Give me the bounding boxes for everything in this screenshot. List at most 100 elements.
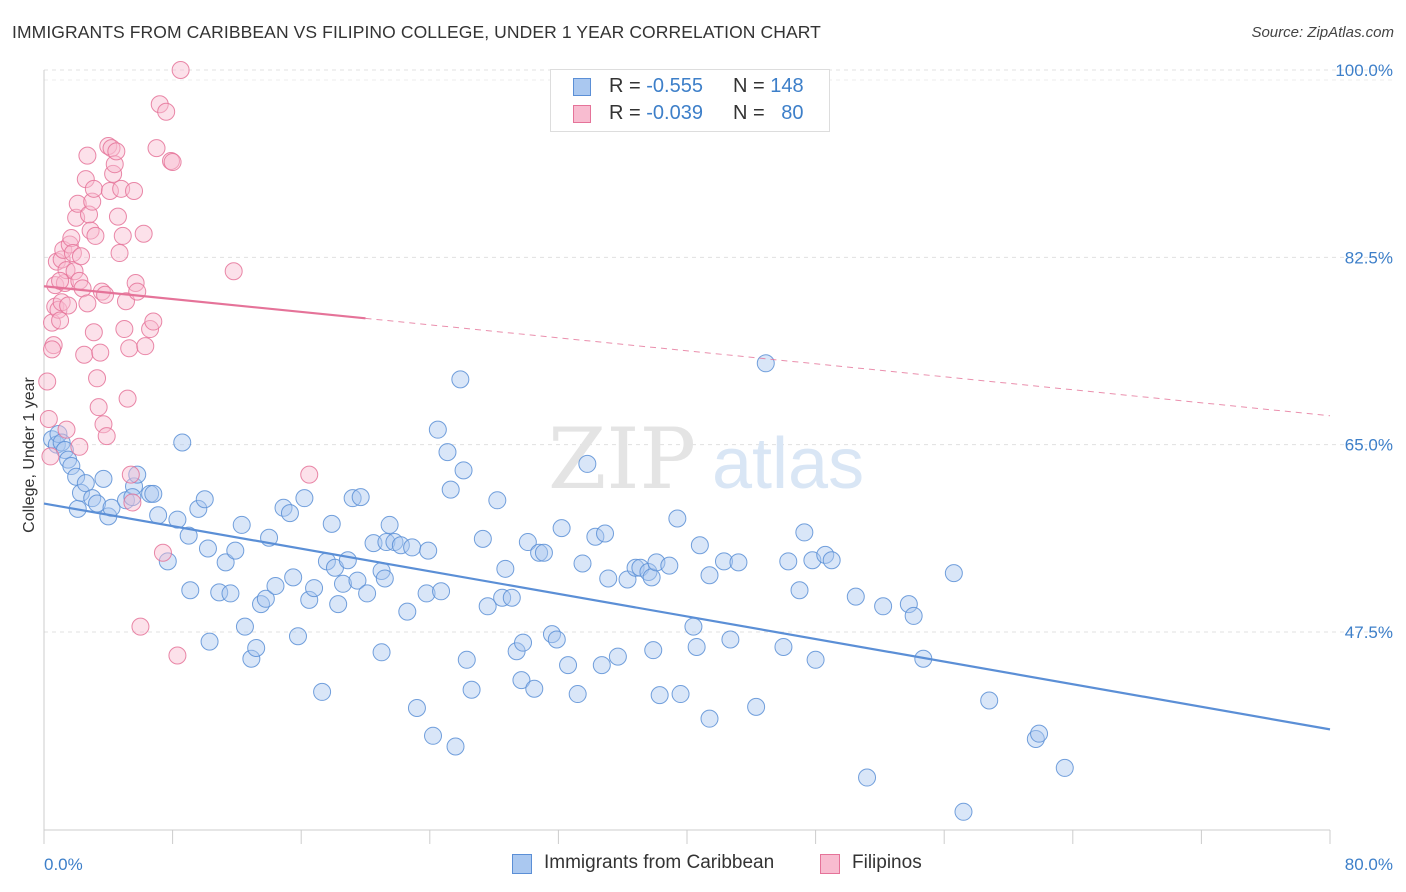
caribbean-point: [313, 682, 332, 701]
filipino-point: [57, 420, 76, 439]
filipino-point: [100, 181, 119, 200]
filipino-point: [89, 398, 108, 417]
filipino-point: [51, 311, 70, 330]
caribbean-point: [608, 647, 627, 666]
filipino-point: [110, 244, 129, 263]
caribbean-point: [454, 461, 473, 480]
source-label: Source: ZipAtlas.com: [1251, 24, 1394, 41]
caribbean-point: [232, 515, 251, 534]
caribbean-point: [252, 595, 271, 614]
filipino-point: [144, 312, 163, 331]
caribbean-point: [419, 541, 438, 560]
caribbean-point: [756, 354, 775, 373]
caribbean-point: [348, 571, 367, 590]
caribbean-point: [578, 454, 597, 473]
filipino-point: [38, 372, 57, 391]
caribbean-point: [288, 627, 307, 646]
caribbean-point: [592, 656, 611, 675]
filipino-point: [65, 262, 84, 281]
caribbean-point: [488, 491, 507, 510]
watermark-zip: ZIP: [548, 410, 696, 508]
caribbean-point: [904, 606, 923, 625]
caribbean-point: [660, 556, 679, 575]
caribbean-point: [446, 737, 465, 756]
legend-label-caribbean: Immigrants from Caribbean: [544, 852, 775, 873]
filipino-point: [123, 493, 142, 512]
caribbean-point: [599, 569, 618, 588]
caribbean-point: [372, 643, 391, 662]
caribbean-point: [496, 559, 515, 578]
caribbean-point: [806, 650, 825, 669]
caribbean-point: [1030, 724, 1049, 743]
filipino-point: [153, 543, 172, 562]
filipino-point: [78, 146, 97, 165]
caribbean-point: [76, 474, 95, 493]
filipino-point: [115, 320, 134, 339]
filipino-point: [59, 296, 78, 315]
filipino-point: [39, 409, 58, 428]
caribbean-point: [144, 484, 163, 503]
caribbean-point: [502, 588, 521, 607]
filipino-point: [70, 437, 89, 456]
x-tick-label: 80.0%: [1345, 855, 1393, 874]
caribbean-point: [380, 515, 399, 534]
y-tick-label: 65.0%: [1345, 436, 1393, 455]
caribbean-point: [247, 639, 266, 658]
caribbean-point: [149, 506, 168, 525]
filipino-point: [300, 465, 319, 484]
filipino-point: [84, 179, 103, 198]
caribbean-point: [700, 566, 719, 585]
caribbean-point: [417, 584, 436, 603]
caribbean-point: [858, 768, 877, 787]
caribbean-point: [547, 630, 566, 649]
filipino-point: [71, 247, 90, 266]
caribbean-point: [568, 685, 587, 704]
caribbean-point: [280, 504, 299, 523]
caribbean-point: [530, 543, 549, 562]
y-tick-label: 100.0%: [1335, 61, 1393, 80]
caribbean-point: [94, 469, 113, 488]
caribbean-point: [364, 534, 383, 553]
caribbean-point: [534, 543, 553, 562]
caribbean-point: [226, 541, 245, 560]
filipino-point: [51, 271, 70, 290]
filipino-point: [157, 102, 176, 121]
filipino-trend-line: [43, 285, 366, 320]
chart-title: IMMIGRANTS FROM CARIBBEAN VS FILIPINO CO…: [12, 22, 821, 42]
filipino-point: [73, 279, 92, 298]
caribbean-point: [181, 581, 200, 600]
filipino-point: [131, 617, 150, 636]
filipino-point: [88, 369, 107, 388]
filipino-point: [163, 153, 182, 172]
caribbean-point: [1026, 730, 1045, 749]
filipino-point: [75, 345, 94, 364]
watermark-atlas: atlas: [712, 424, 864, 504]
caribbean-point: [954, 802, 973, 821]
grid: [44, 69, 1392, 633]
filipino-point: [147, 139, 166, 158]
caribbean-point: [256, 589, 275, 608]
caribbean-point: [846, 587, 865, 606]
legend-r-value: -0.039: [646, 102, 703, 124]
caribbean-point: [874, 597, 893, 616]
caribbean-point: [457, 650, 476, 669]
caribbean-point: [512, 671, 531, 690]
caribbean-point: [158, 552, 177, 571]
caribbean-point: [375, 569, 394, 588]
caribbean-point: [822, 551, 841, 570]
caribbean-point: [596, 524, 615, 543]
caribbean-point: [899, 595, 918, 614]
caribbean-point: [189, 499, 208, 518]
caribbean-point: [295, 489, 314, 508]
caribbean-point: [71, 483, 90, 502]
filipino-point: [104, 164, 123, 183]
caribbean-point: [1055, 758, 1074, 777]
filipino-point: [128, 282, 147, 301]
filipino-point: [52, 250, 71, 269]
caribbean-point: [462, 680, 481, 699]
x-tick-label: 0.0%: [44, 855, 83, 874]
filipino-point: [136, 337, 155, 356]
caribbean-point: [221, 584, 240, 603]
filipino-point: [86, 226, 105, 245]
filipino-point: [224, 262, 243, 281]
